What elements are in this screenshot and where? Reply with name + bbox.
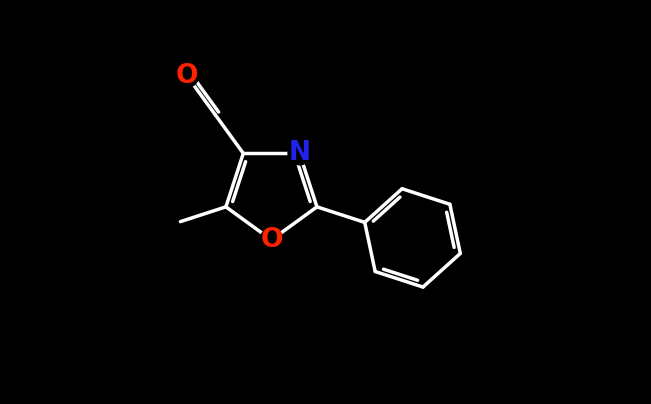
Text: N: N	[288, 140, 311, 166]
Circle shape	[260, 228, 283, 251]
Text: O: O	[176, 63, 199, 89]
Circle shape	[288, 142, 311, 165]
Circle shape	[176, 64, 199, 87]
Text: O: O	[260, 227, 283, 253]
